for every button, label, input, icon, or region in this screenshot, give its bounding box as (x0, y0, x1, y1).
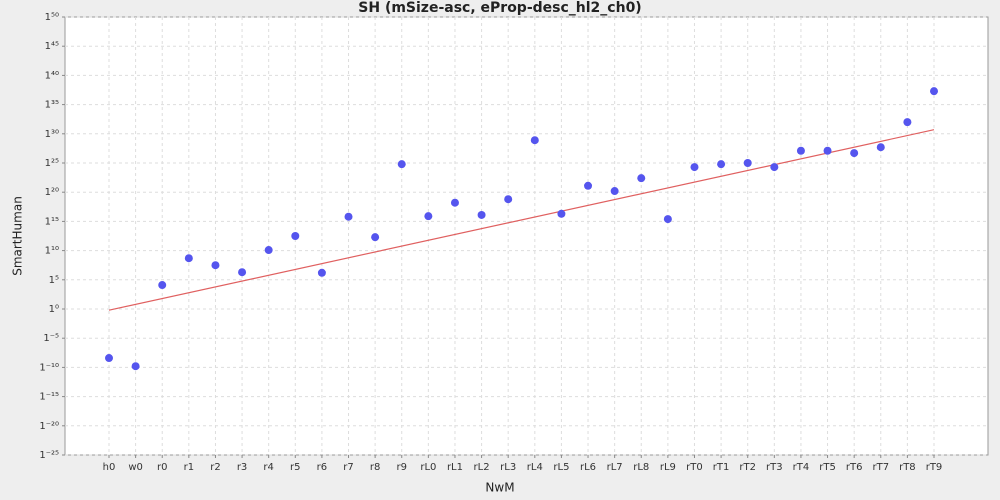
x-tick-label: rL1 (447, 462, 463, 473)
x-tick-label: rL6 (580, 462, 596, 473)
point (105, 354, 113, 363)
point (930, 87, 938, 96)
y-tick-label: 1⁴⁵ (45, 41, 59, 52)
y-tick-label: 1⁴⁰ (45, 70, 59, 81)
point (477, 210, 486, 219)
x-tick-label: r6 (317, 462, 327, 473)
y-tick-label: 1⁻⁵ (43, 333, 59, 344)
point (158, 281, 167, 290)
point (397, 160, 406, 169)
point (317, 268, 326, 277)
x-tick-label: rT5 (819, 462, 836, 473)
y-tick-label: 1⁻²⁵ (39, 450, 59, 461)
point (903, 118, 912, 127)
point (131, 362, 140, 371)
point (450, 198, 459, 207)
x-tick-label: rL9 (660, 462, 676, 473)
x-tick-label: r9 (396, 462, 406, 473)
point (557, 209, 566, 218)
x-tick-label: r2 (210, 462, 220, 473)
point (743, 159, 752, 167)
point (211, 261, 220, 270)
point (690, 163, 699, 172)
point (184, 254, 193, 263)
x-tick-label: rT8 (899, 462, 916, 473)
point (291, 232, 300, 240)
y-tick-label: 1⁻¹⁵ (39, 392, 59, 403)
x-tick-label: rL2 (474, 462, 490, 473)
plot-area (64, 16, 989, 456)
x-tick-label: rL5 (553, 462, 569, 473)
point (504, 195, 513, 204)
y-tick-label: 1⁵⁰ (45, 12, 59, 23)
point (796, 146, 805, 155)
point (770, 163, 779, 172)
x-tick-label: r4 (263, 462, 273, 473)
point (424, 212, 433, 221)
y-tick-label: 1²⁰ (45, 187, 59, 198)
trend-line (108, 129, 935, 311)
y-tick-label: 1⁻²⁰ (39, 421, 59, 432)
x-tick-label: rT0 (686, 462, 703, 473)
x-tick-label: rL3 (500, 462, 516, 473)
y-tick-label: 1⁰ (49, 304, 59, 315)
x-tick-label: r7 (343, 462, 353, 473)
point (238, 268, 247, 277)
x-tick-label: r0 (157, 462, 167, 473)
x-tick-label: rT4 (793, 462, 810, 473)
x-tick-label: rT3 (766, 462, 783, 473)
x-tick-label: rL8 (633, 462, 649, 473)
x-tick-label: r5 (290, 462, 300, 473)
point (610, 187, 619, 196)
y-tick-label: 1²⁵ (45, 158, 59, 169)
x-tick-label: rT1 (713, 462, 730, 473)
y-tick-label: 1⁵ (49, 275, 59, 286)
x-tick-label: rT2 (739, 462, 756, 473)
x-tick-label: rT6 (846, 462, 863, 473)
x-tick-label: r8 (370, 462, 380, 473)
point (264, 246, 273, 255)
x-tick-label: rT7 (872, 462, 889, 473)
x-tick-label: r3 (237, 462, 247, 473)
point (876, 143, 885, 152)
point (823, 146, 832, 155)
point (344, 212, 353, 221)
y-axis-label: SmartHuman (11, 196, 25, 276)
x-tick-label: w0 (128, 462, 143, 473)
x-tick-label: h0 (103, 462, 116, 473)
x-tick-label: rL0 (420, 462, 436, 473)
y-tick-label: 1⁻¹⁰ (39, 362, 59, 373)
x-tick-label: rT9 (926, 462, 943, 473)
point (530, 136, 539, 145)
point (850, 149, 859, 158)
y-tick-label: 1¹⁵ (45, 216, 59, 227)
x-tick-label: rL7 (607, 462, 623, 473)
point (637, 174, 646, 183)
point (717, 160, 726, 169)
x-tick-label: rL4 (527, 462, 543, 473)
point (584, 181, 593, 190)
point (663, 215, 672, 224)
y-tick-label: 1¹⁰ (45, 246, 59, 257)
y-tick-label: 1³⁵ (45, 100, 59, 111)
y-tick-label: 1³⁰ (45, 129, 59, 140)
chart-title: SH (mSize-asc, eProp-desc_hl2_ch0) (358, 0, 641, 16)
x-axis-label: NwM (485, 481, 514, 495)
x-tick-label: r1 (184, 462, 194, 473)
point (371, 233, 380, 242)
